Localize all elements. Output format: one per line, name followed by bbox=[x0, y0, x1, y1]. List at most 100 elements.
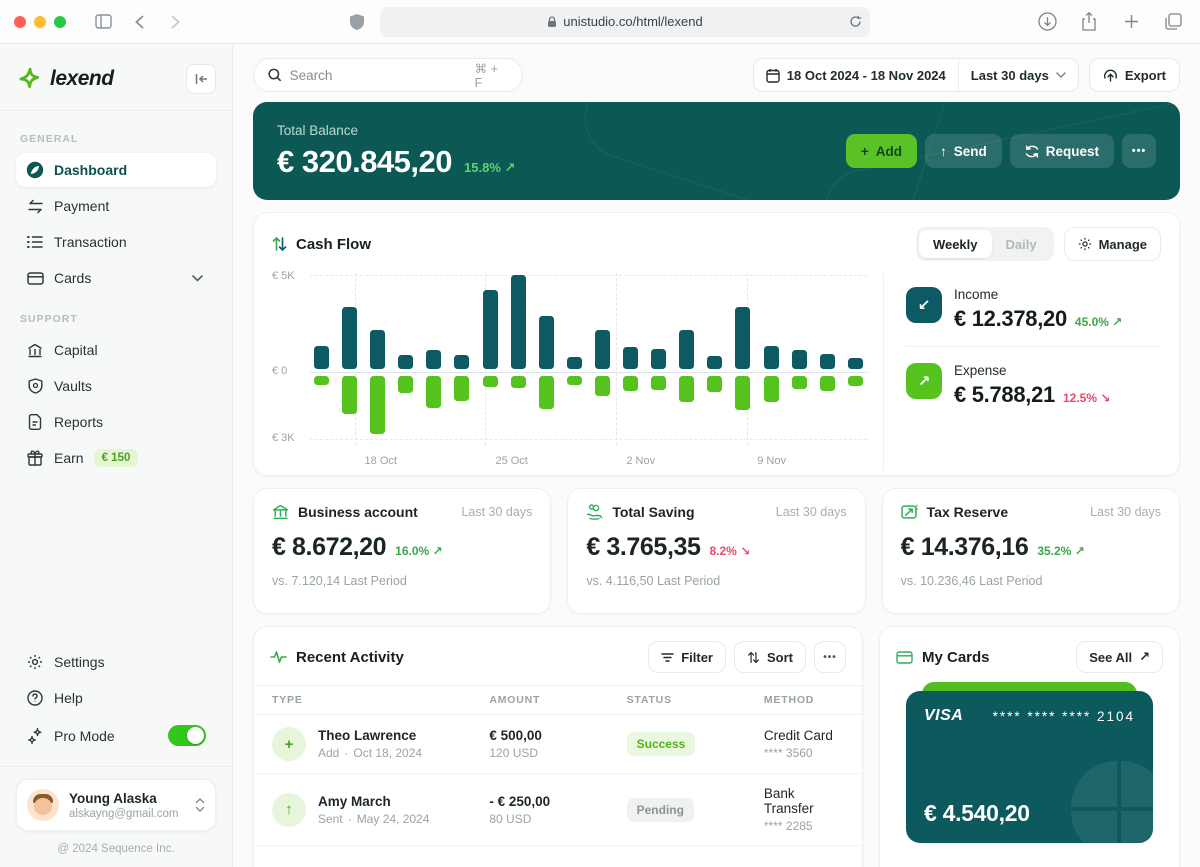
sidebar-item-earn[interactable]: Earn € 150 bbox=[16, 441, 216, 475]
income-bar bbox=[763, 346, 779, 369]
income-bar bbox=[819, 353, 835, 369]
manage-button[interactable]: Manage bbox=[1063, 227, 1161, 261]
reload-icon[interactable] bbox=[849, 15, 862, 28]
trend-up-icon: ↗ bbox=[1112, 315, 1123, 329]
url-text: unistudio.co/html/lexend bbox=[563, 14, 703, 29]
dashboard-icon bbox=[26, 161, 44, 179]
forward-icon[interactable] bbox=[162, 9, 188, 35]
sidebar-item-help[interactable]: Help bbox=[16, 681, 216, 715]
request-button[interactable]: Request bbox=[1009, 134, 1114, 168]
see-all-button[interactable]: See All ↗ bbox=[1076, 641, 1163, 673]
sidebar-item-settings[interactable]: Settings bbox=[16, 645, 216, 679]
browser-sidebar-icon[interactable] bbox=[90, 9, 116, 35]
minimize-window-button[interactable] bbox=[34, 15, 46, 28]
tx-method: Bank Transfer bbox=[763, 786, 814, 816]
expense-value: € 5.788,21 bbox=[954, 382, 1055, 407]
pro-mode-toggle[interactable] bbox=[168, 725, 206, 746]
toggle-weekly[interactable]: Weekly bbox=[918, 230, 992, 258]
tab-overview-icon[interactable] bbox=[1160, 9, 1186, 35]
my-cards-card: My Cards See All ↗ VISA **** **** **** 2… bbox=[879, 626, 1180, 867]
expense-bar bbox=[314, 376, 329, 385]
total-balance-label: Total Balance bbox=[277, 122, 359, 138]
downloads-icon[interactable] bbox=[1034, 9, 1060, 35]
status-badge: Pending bbox=[626, 797, 694, 822]
income-label: Income bbox=[954, 287, 999, 302]
privacy-shield-icon[interactable] bbox=[344, 9, 370, 35]
cards-icon bbox=[26, 269, 44, 287]
share-icon[interactable] bbox=[1076, 9, 1102, 35]
profile-card[interactable]: Young Alaska alskayng@gmail.com bbox=[16, 779, 216, 831]
transaction-list-icon bbox=[26, 233, 44, 251]
export-button[interactable]: Export bbox=[1088, 58, 1180, 92]
sort-button[interactable]: Sort bbox=[734, 641, 806, 673]
cashflow-bar-pair bbox=[342, 273, 358, 445]
total-balance-card: Total Balance € 320.845,20 15.8% ↗ + Add … bbox=[253, 102, 1180, 200]
sidebar-item-reports[interactable]: Reports bbox=[16, 405, 216, 439]
sidebar-item-vaults[interactable]: Vaults bbox=[16, 369, 216, 403]
table-row[interactable]: + Theo Lawrence AddOct 18, 2024 € 500,00… bbox=[254, 715, 862, 774]
stat-value: € 8.672,20 bbox=[272, 533, 387, 561]
cashflow-y-axis: € 5K € 0 € 3K bbox=[272, 270, 295, 444]
cashflow-bar-pair bbox=[847, 273, 863, 445]
business-account-card[interactable]: Business account Last 30 days € 8.672,20… bbox=[253, 488, 552, 614]
card-stack[interactable]: VISA **** **** **** 2104 € 4.540,20 bbox=[906, 682, 1153, 843]
stat-change: 35.2% ↗ bbox=[1037, 544, 1085, 558]
cashflow-bar-pair bbox=[370, 273, 386, 445]
tax-reserve-card[interactable]: Tax Reserve Last 30 days € 14.376,16 35.… bbox=[881, 488, 1180, 614]
balance-more-button[interactable]: ••• bbox=[1122, 134, 1156, 168]
plus-icon: + bbox=[860, 143, 869, 159]
cashflow-bar-pair bbox=[538, 273, 554, 445]
earn-badge: € 150 bbox=[93, 449, 139, 467]
table-row[interactable]: ↑ Amy March SentMay 24, 2024 - € 250,00 … bbox=[254, 774, 862, 846]
x-gridline bbox=[616, 273, 618, 445]
trend-up-icon: ↗ bbox=[432, 544, 443, 558]
sidebar-item-cards[interactable]: Cards bbox=[16, 261, 216, 295]
period-dropdown[interactable]: Last 30 days bbox=[957, 59, 1078, 91]
profile-selector-icon[interactable] bbox=[195, 798, 205, 812]
search-input[interactable] bbox=[289, 67, 467, 83]
sidebar-item-dashboard[interactable]: Dashboard bbox=[16, 153, 216, 187]
filter-button[interactable]: Filter bbox=[648, 641, 726, 673]
add-button[interactable]: + Add bbox=[845, 134, 917, 168]
calendar-icon bbox=[766, 68, 780, 83]
collapse-sidebar-button[interactable] bbox=[186, 64, 216, 94]
sidebar-item-label: Cards bbox=[54, 270, 92, 286]
activity-more-button[interactable]: ••• bbox=[814, 641, 846, 673]
search-input-wrap[interactable]: ⌘ + F bbox=[253, 58, 523, 92]
arrow-up-right-icon: ↗ bbox=[1139, 649, 1150, 664]
back-icon[interactable] bbox=[126, 9, 152, 35]
sidebar-item-payment[interactable]: Payment bbox=[16, 189, 216, 223]
date-range-label: 18 Oct 2024 - 18 Nov 2024 bbox=[786, 67, 946, 83]
stat-period: Last 30 days bbox=[461, 505, 533, 519]
close-window-button[interactable] bbox=[14, 15, 26, 28]
gear-icon bbox=[26, 653, 44, 671]
stat-compare: vs. 7.120,14 Last Period bbox=[272, 574, 407, 588]
cashflow-bar-pair bbox=[426, 273, 442, 445]
sidebar-item-pro-mode[interactable]: Pro Mode bbox=[16, 717, 216, 754]
expense-label: Expense bbox=[954, 363, 1007, 378]
send-button[interactable]: ↑ Send bbox=[924, 134, 1002, 168]
address-bar[interactable]: unistudio.co/html/lexend bbox=[380, 6, 870, 37]
income-bar bbox=[454, 354, 470, 369]
payment-icon bbox=[26, 197, 44, 215]
expense-bar bbox=[370, 376, 386, 434]
total-saving-card[interactable]: Total Saving Last 30 days € 3.765,35 8.2… bbox=[567, 488, 866, 614]
activity-table-header: TYPE AMOUNT STATUS METHOD bbox=[254, 685, 862, 715]
toggle-daily[interactable]: Daily bbox=[1005, 236, 1037, 252]
tx-amount: € 500,00 bbox=[489, 728, 542, 743]
new-tab-icon[interactable] bbox=[1118, 9, 1144, 35]
date-range-button[interactable]: 18 Oct 2024 - 18 Nov 2024 bbox=[754, 59, 958, 91]
cashflow-bar-pair bbox=[763, 273, 779, 445]
visa-card[interactable]: VISA **** **** **** 2104 € 4.540,20 bbox=[906, 691, 1153, 843]
tx-date: May 24, 2024 bbox=[356, 811, 430, 826]
brand-logo[interactable]: lexend bbox=[16, 66, 114, 92]
tx-name: Theo Lawrence bbox=[318, 728, 417, 743]
zoom-window-button[interactable] bbox=[54, 15, 66, 28]
trend-up-icon: ↗ bbox=[504, 159, 516, 175]
vaults-shield-icon bbox=[26, 377, 44, 395]
sidebar-item-transaction[interactable]: Transaction bbox=[16, 225, 216, 259]
sidebar-item-capital[interactable]: Capital bbox=[16, 333, 216, 367]
tx-name: Amy March bbox=[318, 793, 391, 809]
cashflow-title: Cash Flow bbox=[296, 235, 372, 253]
column-status: STATUS bbox=[626, 694, 672, 706]
